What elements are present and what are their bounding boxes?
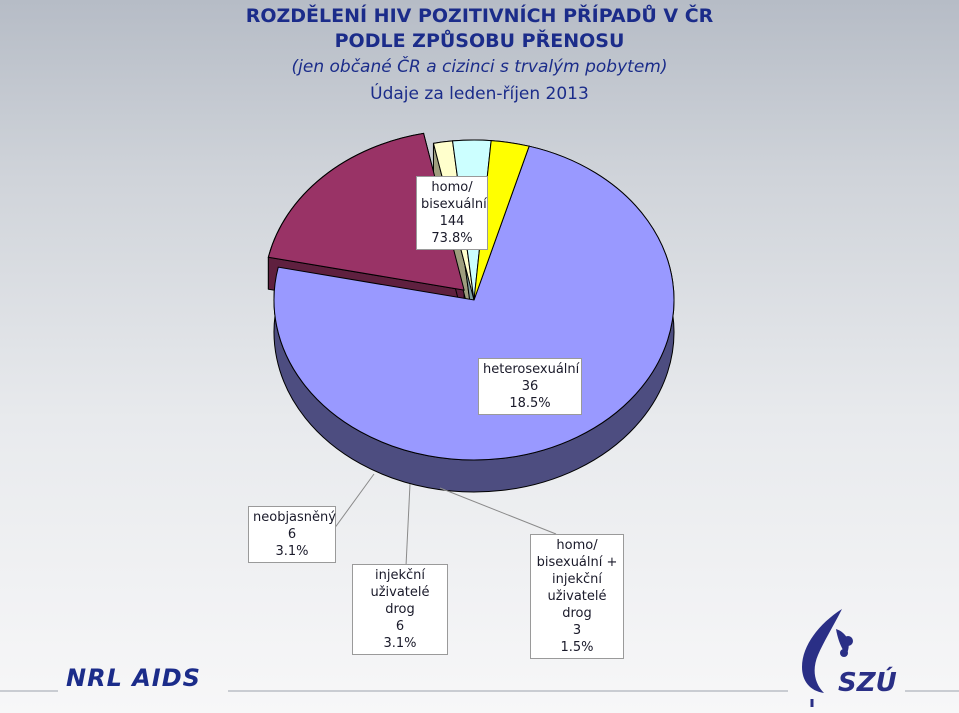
- slice-label-heterosexual: heterosexuální 36 18.5%: [478, 358, 582, 415]
- slice-label-text: injekční: [375, 568, 425, 583]
- slice-label-text: injekční: [552, 572, 602, 587]
- slice-label-text: bisexuální: [421, 197, 487, 212]
- slice-label-homo-bisexual-injecting: homo/ bisexuální + injekční uživatelé dr…: [530, 534, 624, 659]
- slice-label-text: uživatelé drog: [370, 585, 430, 617]
- slice-label-count: 3: [572, 623, 582, 638]
- slice-label-percent: 73.8%: [431, 231, 473, 246]
- slice-label-text: bisexuální +: [536, 555, 618, 570]
- chart-title-line1: ROZDĚLENÍ HIV POZITIVNÍCH PŘÍPADŮ V ČR: [245, 5, 714, 27]
- pie-slice-1: [267, 132, 465, 291]
- leader-line-2: [439, 487, 557, 535]
- footer-divider-right: [905, 690, 959, 692]
- leader-line-3: [405, 483, 411, 567]
- chart-subtitle: (jen občané ČR a cizinci s trvalým pobyt…: [291, 57, 668, 77]
- szu-logo-text: SZÚ: [838, 666, 897, 698]
- slice-label-count: 6: [287, 527, 297, 542]
- slice-label-homo-bisexual: homo/ bisexuální 144 73.8%: [416, 176, 488, 250]
- szu-logo: SZÚ: [802, 609, 897, 707]
- chart-title-line2: PODLE ZPŮSOBU PŘENOSU: [334, 30, 625, 52]
- slice-label-percent: 18.5%: [509, 396, 551, 411]
- slice-label-unexplained: neobjasněný 6 3.1%: [248, 506, 336, 563]
- chart-title-block: ROZDĚLENÍ HIV POZITIVNÍCH PŘÍPADŮ V ČR P…: [0, 4, 959, 108]
- slice-label-text: neobjasněný: [253, 510, 336, 525]
- nrl-aids-logo: NRL AIDS: [66, 664, 201, 692]
- slice-label-text: uživatelé drog: [547, 589, 607, 621]
- slice-label-count: 144: [439, 214, 465, 229]
- slice-label-text: homo/: [556, 538, 598, 553]
- slice-label-injecting-drug-users: injekční uživatelé drog 6 3.1%: [352, 564, 448, 655]
- slice-label-text: heterosexuální: [483, 362, 580, 377]
- slice-label-count: 36: [521, 379, 539, 394]
- slice-label-percent: 3.1%: [275, 544, 309, 559]
- slice-label-percent: 3.1%: [383, 636, 417, 651]
- slice-label-percent: 1.5%: [560, 640, 594, 655]
- footer-divider-left: [0, 690, 58, 692]
- footer-divider-center: [228, 690, 788, 692]
- chart-date-note: Údaje za leden-říjen 2013: [370, 84, 589, 104]
- slice-label-count: 6: [395, 619, 405, 634]
- slice-label-text: homo/: [431, 180, 473, 195]
